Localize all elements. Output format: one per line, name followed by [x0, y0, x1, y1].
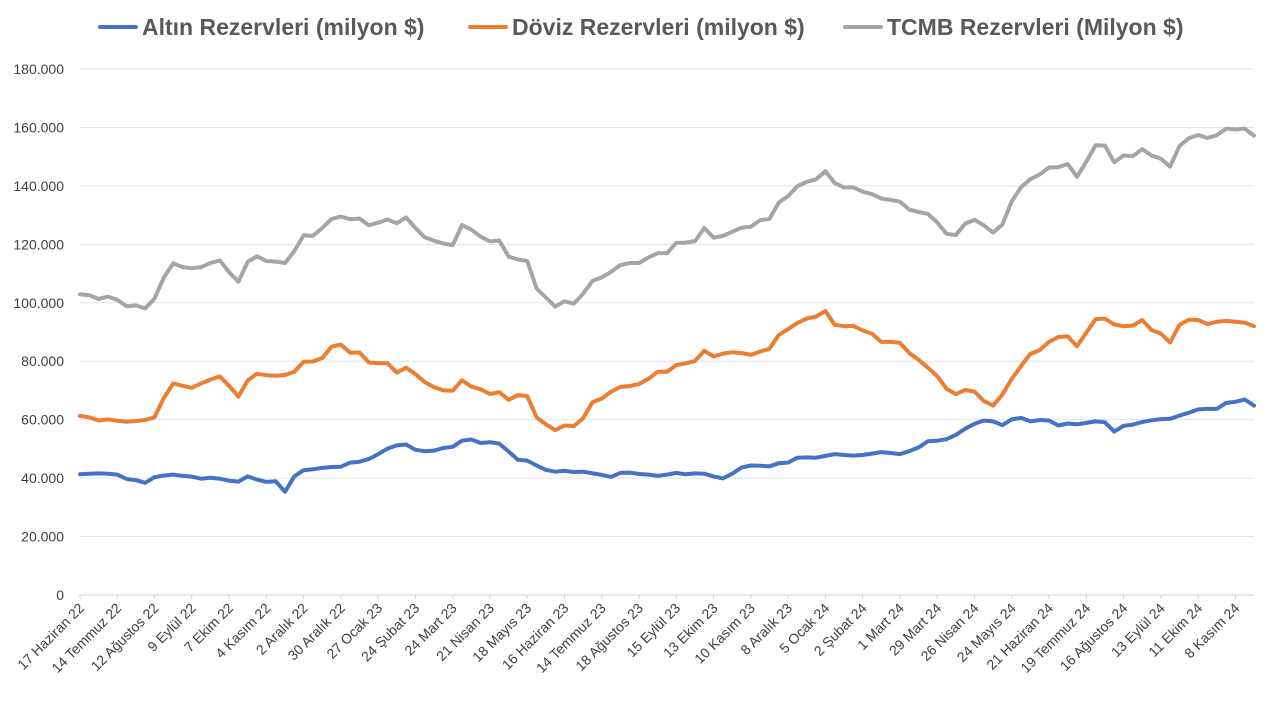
legend-label: TCMB Rezervleri (Milyon $)	[887, 14, 1184, 40]
y-gridlines	[80, 68, 1254, 538]
series-line-1	[78, 397, 1256, 494]
y-tick-label: 140.000	[13, 178, 64, 194]
y-tick-label: 160.000	[13, 119, 64, 135]
y-tick-label: 40.000	[21, 470, 64, 486]
chart-legend: Altın Rezervleri (milyon $) Döviz Rezervl…	[98, 14, 1184, 40]
y-axis-tick-labels: 0 20.000 40.000 60.000 80.000 100.000 120.000 1…	[13, 61, 64, 603]
y-tick-label: 0	[56, 587, 64, 603]
y-tick-label: 80.000	[21, 353, 64, 369]
y-tick-label: 180.000	[13, 61, 64, 77]
y-tick-label: 100.000	[13, 295, 64, 311]
series-lines	[78, 126, 1256, 494]
y-tick-label: 20.000	[21, 529, 64, 545]
y-tick-label: 60.000	[21, 412, 64, 428]
series-line-3	[78, 126, 1256, 311]
series-line-2	[78, 309, 1256, 433]
legend-label: Altın Rezervleri (milyon $)	[142, 14, 424, 40]
legend-label: Döviz Rezervleri (milyon $)	[512, 14, 805, 40]
y-tick-label: 120.000	[13, 236, 64, 252]
